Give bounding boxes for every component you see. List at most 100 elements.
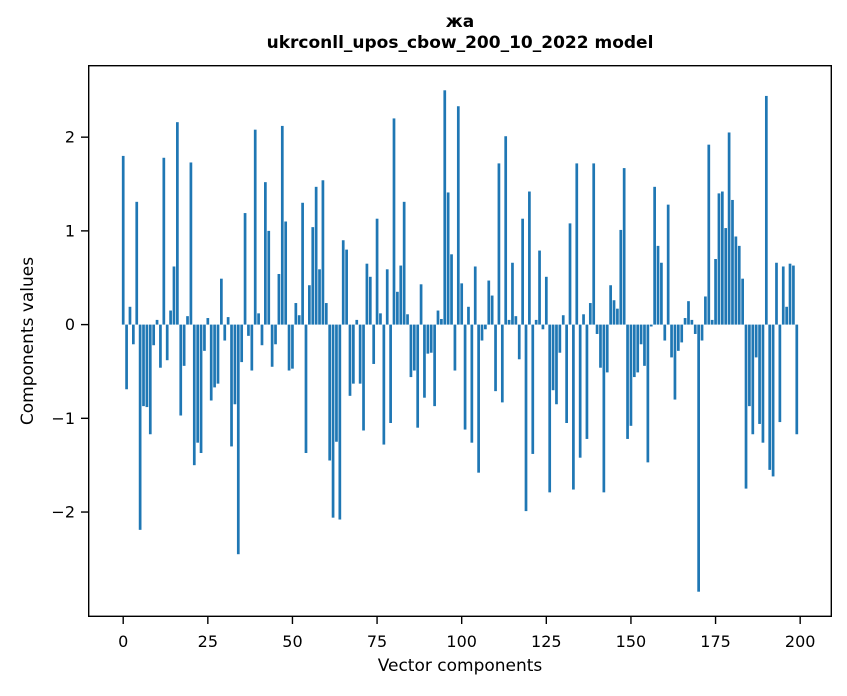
bar-51	[294, 303, 298, 325]
bar-41	[260, 324, 264, 346]
bar-63	[335, 324, 338, 442]
bar-140	[595, 324, 599, 334]
bar-0	[121, 155, 125, 325]
bar-161	[666, 204, 670, 325]
bar-178	[724, 228, 728, 325]
bar-193	[775, 262, 778, 325]
bar-129	[558, 324, 562, 353]
bar-134	[575, 163, 579, 325]
bar-4	[135, 201, 139, 325]
bar-199	[795, 324, 799, 435]
bar-160	[663, 324, 667, 341]
bar-109	[490, 295, 494, 325]
bar-56	[311, 227, 315, 325]
bar-111	[497, 163, 501, 325]
bar-95	[443, 90, 447, 325]
bar-89	[423, 324, 426, 398]
bar-148	[622, 168, 626, 325]
bar-35	[240, 324, 244, 363]
bar-192	[771, 324, 775, 477]
bar-190	[764, 95, 768, 325]
bar-180	[731, 199, 734, 325]
bar-119	[524, 324, 528, 512]
bar-132	[568, 223, 572, 325]
chart-title: жа	[445, 12, 475, 32]
bar-6	[142, 324, 145, 407]
bar-37	[247, 324, 250, 336]
bar-64	[338, 324, 342, 520]
bar-53	[301, 202, 304, 325]
bar-182	[737, 245, 741, 325]
bar-80	[392, 118, 396, 325]
bar-24	[203, 324, 206, 351]
bar-110	[494, 324, 497, 392]
bar-10	[155, 319, 159, 325]
bar-52	[297, 315, 301, 325]
bar-157	[653, 186, 656, 325]
bar-3	[132, 324, 135, 345]
bar-48	[284, 221, 288, 325]
bar-70	[358, 324, 362, 384]
plot-border	[87, 64, 832, 617]
plot-area: 0 25 50 75 100 125 150 175 200 −2 −1 0 1 2	[51, 64, 832, 651]
x-tick-label: 25	[198, 632, 218, 651]
bar-78	[385, 269, 389, 325]
bar-165	[680, 324, 684, 343]
bar-58	[318, 269, 321, 325]
bar-163	[673, 324, 677, 400]
bar-99	[456, 106, 460, 325]
bar-40	[257, 313, 260, 325]
bar-128	[555, 324, 558, 405]
bar-15	[172, 266, 176, 325]
bar-91	[429, 324, 433, 353]
bar-104	[473, 266, 477, 325]
bar-43	[267, 230, 271, 325]
bar-42	[264, 182, 267, 325]
bar-197	[788, 263, 792, 325]
y-tick-label: 1	[65, 221, 75, 240]
bar-114	[507, 319, 511, 325]
bar-54	[304, 324, 308, 453]
bar-18	[182, 324, 186, 366]
bar-115	[511, 262, 514, 325]
x-tick-label: 200	[785, 632, 816, 651]
bar-156	[649, 324, 653, 327]
bar-175	[714, 259, 717, 325]
x-tick-label: 175	[700, 632, 731, 651]
bar-105	[477, 324, 480, 473]
bar-125	[544, 276, 548, 325]
bar-137	[585, 324, 589, 439]
bar-153	[639, 324, 643, 345]
x-tick-label: 75	[367, 632, 387, 651]
bar-133	[572, 324, 575, 490]
bar-154	[643, 324, 646, 366]
bar-181	[734, 236, 738, 325]
x-tick-label: 0	[118, 632, 128, 651]
x-tick-label: 100	[446, 632, 477, 651]
bar-127	[551, 324, 555, 391]
bar-2	[128, 306, 132, 325]
bar-172	[704, 296, 707, 325]
bar-179	[727, 132, 731, 325]
bar-183	[741, 278, 744, 325]
bar-34	[236, 324, 240, 555]
bar-196	[785, 306, 788, 325]
bar-143	[605, 324, 609, 373]
bar-46	[277, 273, 281, 325]
bar-33	[233, 324, 237, 405]
bar-124	[541, 324, 545, 330]
bar-191	[768, 324, 772, 470]
bar-29	[220, 278, 223, 325]
bar-66	[345, 249, 348, 325]
bar-116	[514, 316, 518, 325]
bar-173	[707, 144, 711, 325]
bar-103	[470, 324, 474, 443]
bar-84	[406, 314, 409, 325]
bar-98	[453, 324, 457, 371]
bar-28	[216, 324, 220, 384]
bar-188	[758, 324, 761, 424]
bar-168	[690, 319, 694, 325]
bar-139	[592, 163, 596, 325]
bar-93	[436, 310, 440, 325]
